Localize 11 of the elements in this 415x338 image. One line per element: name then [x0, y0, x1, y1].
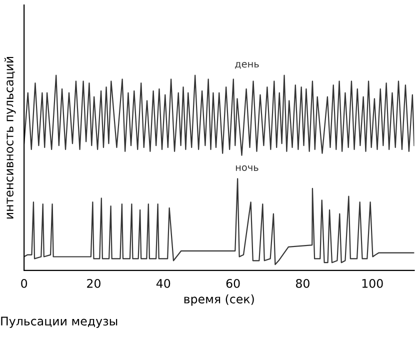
text: Пульсации медузы [1, 316, 118, 328]
series-label: день [235, 62, 259, 69]
series-label: ночь [236, 165, 258, 171]
x-axis-title: время (сек) [184, 294, 254, 306]
y-axis-title: интенсивность пульсаций [4, 56, 16, 219]
x-tick-label: 40 [156, 278, 170, 288]
x-tick-label: 80 [296, 278, 310, 288]
x-tick-label: 60 [226, 278, 240, 288]
x-tick-label: 20 [87, 278, 100, 288]
x-tick-label: 0 [21, 278, 28, 288]
x-tick-label: 100 [362, 278, 383, 288]
